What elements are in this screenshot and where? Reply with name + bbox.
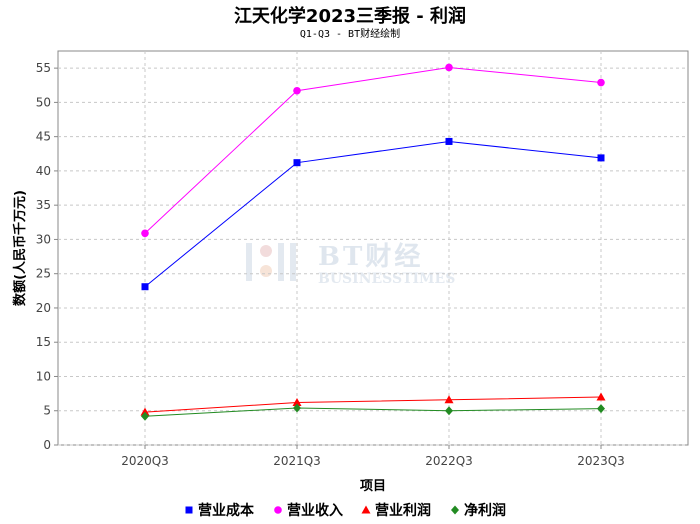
x-tick-label: 2023Q3: [577, 454, 625, 468]
y-tick-label: 45: [36, 130, 51, 144]
legend-item: 营业利润: [361, 502, 431, 519]
data-point: [293, 403, 301, 413]
y-tick-label: 15: [36, 335, 51, 349]
x-axis: 2020Q3 2021Q3 2022Q3 2023Q3: [121, 445, 625, 468]
legend-marker: [185, 506, 193, 514]
y-tick-label: 0: [43, 438, 51, 452]
data-point: [597, 154, 605, 162]
chart-subtitle: Q1-Q3 - BT财经绘制: [300, 27, 400, 40]
y-tick-label: 30: [36, 232, 51, 246]
y-tick-label: 55: [36, 61, 51, 75]
chart-title: 江天化学2023三季报 - 利润: [234, 5, 466, 27]
series-line: [144, 407, 602, 417]
data-point: [141, 283, 149, 291]
data-point: [444, 395, 454, 404]
y-axis: 0 5 10 15 20 25 30 35 40 45 50 55: [36, 61, 58, 452]
series-3: [141, 403, 605, 421]
data-point: [597, 404, 605, 414]
y-tick-label: 40: [36, 164, 51, 178]
x-tick-label: 2021Q3: [273, 454, 321, 468]
legend-label: 营业利润: [375, 502, 431, 519]
y-tick-label: 20: [36, 301, 51, 315]
legend-item: 营业收入: [274, 502, 343, 519]
series-0: [141, 137, 605, 291]
watermark: BT财经 BUSINESSTIMES: [246, 241, 455, 287]
watermark-sub: BUSINESSTIMES: [318, 271, 455, 287]
series-1: [141, 63, 605, 238]
y-tick-label: 50: [36, 95, 51, 109]
y-axis-label: 数额(人民币千万元): [12, 190, 28, 306]
legend-marker: [361, 505, 371, 514]
series-2: [140, 392, 606, 416]
watermark-main: BT财经: [318, 241, 423, 272]
legend: 营业成本 营业收入 营业利润 净利润: [185, 502, 506, 519]
legend-marker: [451, 505, 459, 515]
legend-label: 净利润: [464, 502, 506, 519]
series-group: [140, 63, 606, 421]
y-tick-label: 35: [36, 198, 51, 212]
legend-label: 营业成本: [198, 502, 255, 519]
data-point: [445, 63, 453, 72]
x-axis-label: 项目: [360, 479, 386, 494]
legend-item: 净利润: [451, 502, 506, 519]
y-tick-label: 10: [36, 369, 51, 383]
data-point: [596, 392, 606, 401]
series-line: [144, 66, 602, 234]
x-tick-label: 2020Q3: [121, 454, 169, 468]
data-point: [293, 159, 301, 167]
data-point: [445, 137, 453, 145]
y-tick-label: 25: [36, 267, 51, 281]
data-point: [141, 411, 149, 421]
data-point: [445, 406, 453, 416]
data-point: [292, 398, 302, 407]
data-point: [293, 86, 301, 95]
x-tick-label: 2022Q3: [425, 454, 473, 468]
data-point: [141, 229, 149, 238]
legend-label: 营业收入: [287, 502, 343, 519]
series-line: [144, 140, 602, 288]
y-tick-label: 5: [43, 404, 51, 418]
legend-marker: [274, 506, 282, 514]
gridlines: [58, 51, 688, 446]
data-point: [140, 407, 150, 416]
data-point: [597, 78, 605, 87]
legend-item: 营业成本: [185, 502, 255, 519]
series-line: [144, 396, 602, 413]
